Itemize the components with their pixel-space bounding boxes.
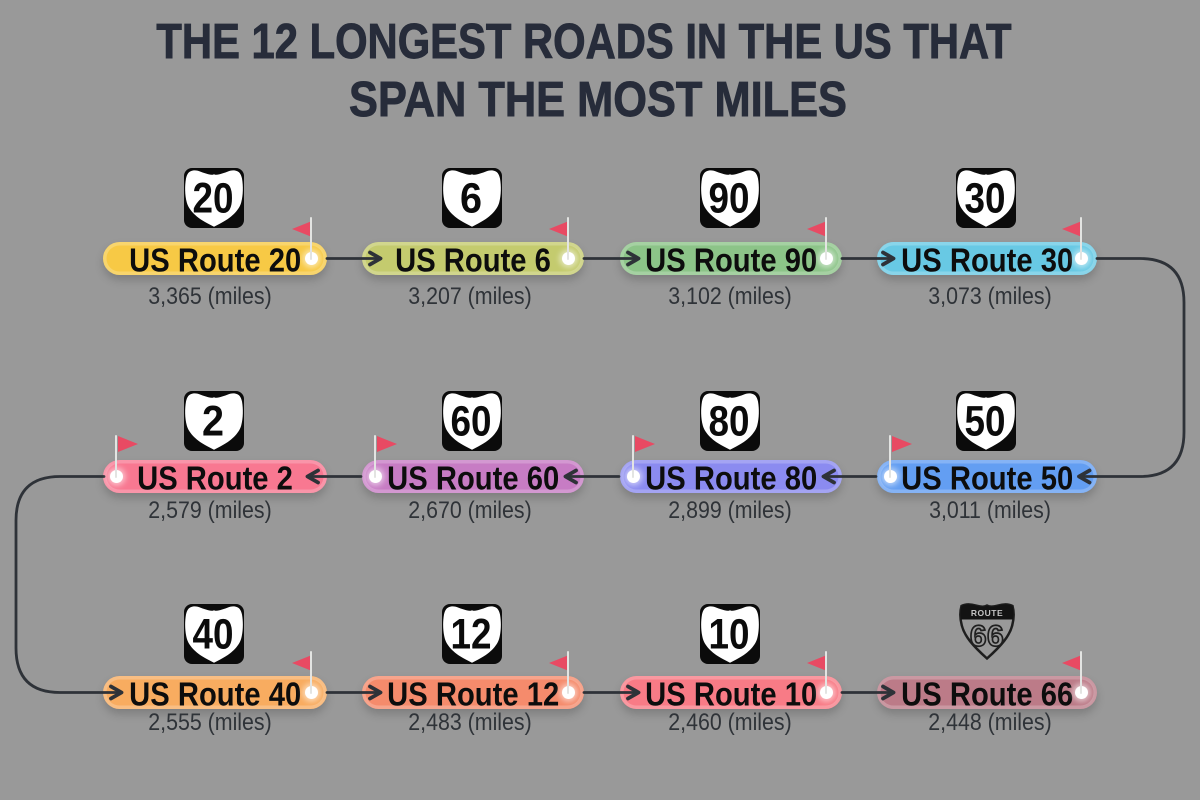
svg-text:12: 12: [451, 612, 492, 659]
svg-text:50: 50: [965, 399, 1006, 446]
svg-text:60: 60: [451, 399, 492, 446]
svg-text:80: 80: [709, 399, 750, 446]
svg-text:90: 90: [709, 176, 750, 223]
svg-text:20: 20: [193, 176, 234, 223]
svg-text:66: 66: [970, 620, 1004, 653]
svg-text:ROUTE: ROUTE: [971, 608, 1003, 618]
svg-text:30: 30: [965, 176, 1006, 223]
svg-text:2: 2: [202, 399, 224, 446]
svg-text:6: 6: [460, 176, 482, 223]
svg-text:40: 40: [193, 612, 234, 659]
svg-text:10: 10: [709, 612, 750, 659]
